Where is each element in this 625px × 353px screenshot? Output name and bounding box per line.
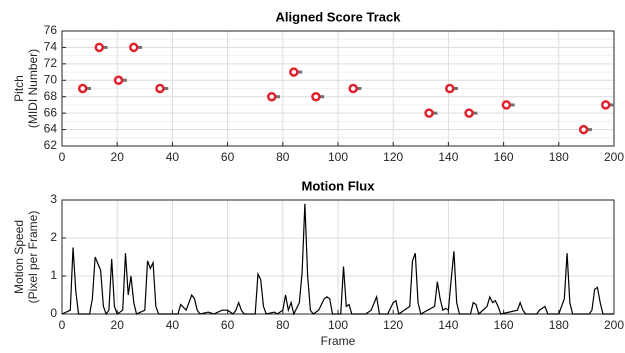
note-marker (77, 83, 88, 94)
note-marker (445, 83, 455, 94)
x-tick-label: 80 (276, 150, 290, 164)
x-tick-label: 140 (438, 150, 458, 164)
note-marker (578, 124, 589, 135)
note-marker (311, 91, 321, 102)
x-axis-label: Frame (321, 334, 356, 348)
note-marker (464, 108, 474, 118)
chart-title: Aligned Score Track (276, 9, 402, 24)
y-tick-label: 72 (44, 56, 58, 70)
x-tick-label: 180 (549, 150, 569, 164)
note-marker (267, 91, 277, 102)
note-marker (289, 67, 299, 77)
x-tick-label: 100 (328, 318, 348, 332)
y-axis-label: (Pixel per Frame) (26, 211, 40, 304)
y-tick-label: 0 (50, 306, 57, 320)
x-tick-label: 40 (166, 150, 180, 164)
x-tick-label: 160 (494, 318, 514, 332)
y-tick-label: 62 (44, 138, 58, 152)
y-tick-label: 70 (44, 72, 58, 86)
x-tick-label: 120 (383, 150, 403, 164)
x-tick-label: 180 (549, 318, 569, 332)
x-tick-label: 40 (166, 318, 180, 332)
y-tick-label: 1 (50, 268, 57, 282)
note-marker (94, 42, 105, 53)
x-tick-label: 0 (59, 318, 66, 332)
y-tick-label: 68 (44, 89, 58, 103)
y-tick-label: 66 (44, 105, 58, 119)
x-tick-label: 100 (328, 150, 348, 164)
x-tick-label: 160 (494, 150, 514, 164)
y-tick-label: 76 (44, 23, 58, 37)
note-marker (600, 100, 611, 110)
x-tick-label: 60 (221, 318, 235, 332)
y-axis-label: Motion Speed (12, 220, 26, 294)
note-marker (129, 42, 139, 53)
y-tick-label: 2 (50, 230, 57, 244)
note-marker (113, 75, 124, 86)
note-marker (424, 108, 434, 118)
x-tick-label: 80 (276, 318, 290, 332)
y-tick-label: 74 (44, 40, 58, 54)
x-tick-label: 200 (604, 318, 624, 332)
note-marker (348, 83, 358, 94)
x-tick-label: 200 (604, 150, 624, 164)
y-tick-label: 3 (50, 192, 57, 206)
x-tick-label: 60 (221, 150, 235, 164)
note-marker (155, 83, 165, 94)
note-marker (501, 100, 512, 110)
chart-title: Motion Flux (302, 178, 376, 193)
y-axis-label: (MIDI Number) (26, 49, 40, 128)
x-tick-label: 140 (438, 318, 458, 332)
x-tick-label: 20 (111, 150, 125, 164)
y-tick-label: 64 (44, 122, 58, 136)
x-tick-label: 120 (383, 318, 403, 332)
x-tick-label: 0 (59, 150, 66, 164)
x-tick-label: 20 (111, 318, 125, 332)
axes-box (61, 30, 615, 147)
flux-line (61, 203, 614, 316)
y-axis-label: Pitch (12, 75, 26, 102)
